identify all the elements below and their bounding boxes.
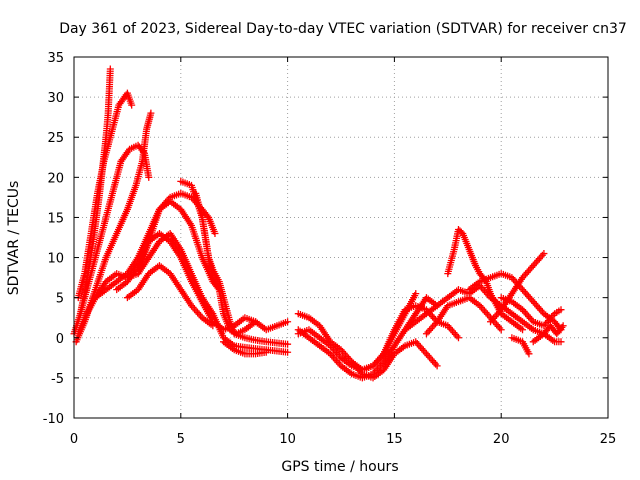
data-point (284, 348, 292, 356)
series-arc23 (497, 294, 565, 330)
data-point (284, 318, 292, 326)
data-point (211, 229, 219, 237)
series-arc12 (209, 314, 292, 334)
series-arc8 (123, 262, 217, 330)
data-point (557, 338, 565, 346)
data-point (525, 350, 533, 358)
y-tick-label: 10 (47, 252, 64, 267)
data-point (454, 334, 462, 342)
data-marks (70, 65, 567, 382)
series-arc21 (465, 270, 565, 334)
x-tick-label: 20 (493, 432, 510, 447)
plot-frame (73, 56, 609, 419)
x-tick-label: 25 (600, 432, 617, 447)
series-arc3 (76, 141, 153, 318)
data-point (519, 326, 527, 334)
data-point (412, 290, 420, 298)
x-tick-label: 15 (386, 432, 403, 447)
data-point (433, 362, 441, 370)
y-tick-label: 0 (56, 332, 64, 347)
y-tick-label: 30 (47, 91, 64, 106)
y-tick-label: 5 (56, 292, 64, 307)
x-tick-label: 5 (177, 432, 185, 447)
data-point (557, 306, 565, 314)
axis-ticks: 0 5 10 15 20 25 -10 -5 0 5 10 15 20 25 30 35 (43, 51, 617, 447)
x-tick-label: 0 (70, 432, 78, 447)
series-arc24 (529, 322, 567, 346)
data-point (147, 109, 155, 117)
data-point (559, 322, 567, 330)
series-arc13 (220, 338, 270, 358)
data-point (558, 323, 566, 331)
y-axis-label: SDTVAR / TECUs (6, 181, 22, 296)
x-tick-label: 10 (279, 432, 296, 447)
data-point (497, 326, 505, 334)
series-arc25 (508, 334, 533, 358)
data-point (540, 250, 548, 258)
y-tick-label: 25 (47, 131, 64, 146)
y-tick-label: 35 (47, 51, 64, 66)
data-point (128, 101, 136, 109)
series-arc2 (74, 89, 136, 302)
series-arc9 (134, 229, 292, 356)
data-point (284, 340, 292, 348)
data-point (106, 65, 114, 73)
y-tick-label: 20 (47, 171, 64, 186)
y-tick-label: 15 (47, 211, 64, 226)
data-point (262, 348, 270, 356)
y-tick-label: -10 (43, 412, 64, 427)
x-axis-label: GPS time / hours (281, 459, 398, 475)
series-arc17 (348, 302, 462, 374)
chart-title: Day 361 of 2023, Sidereal Day-to-day VTE… (59, 21, 627, 37)
y-tick-label: -5 (51, 372, 64, 387)
series-arc22 (487, 250, 548, 326)
data-point (145, 173, 153, 181)
grid (74, 57, 608, 418)
series-arc11 (192, 189, 260, 338)
